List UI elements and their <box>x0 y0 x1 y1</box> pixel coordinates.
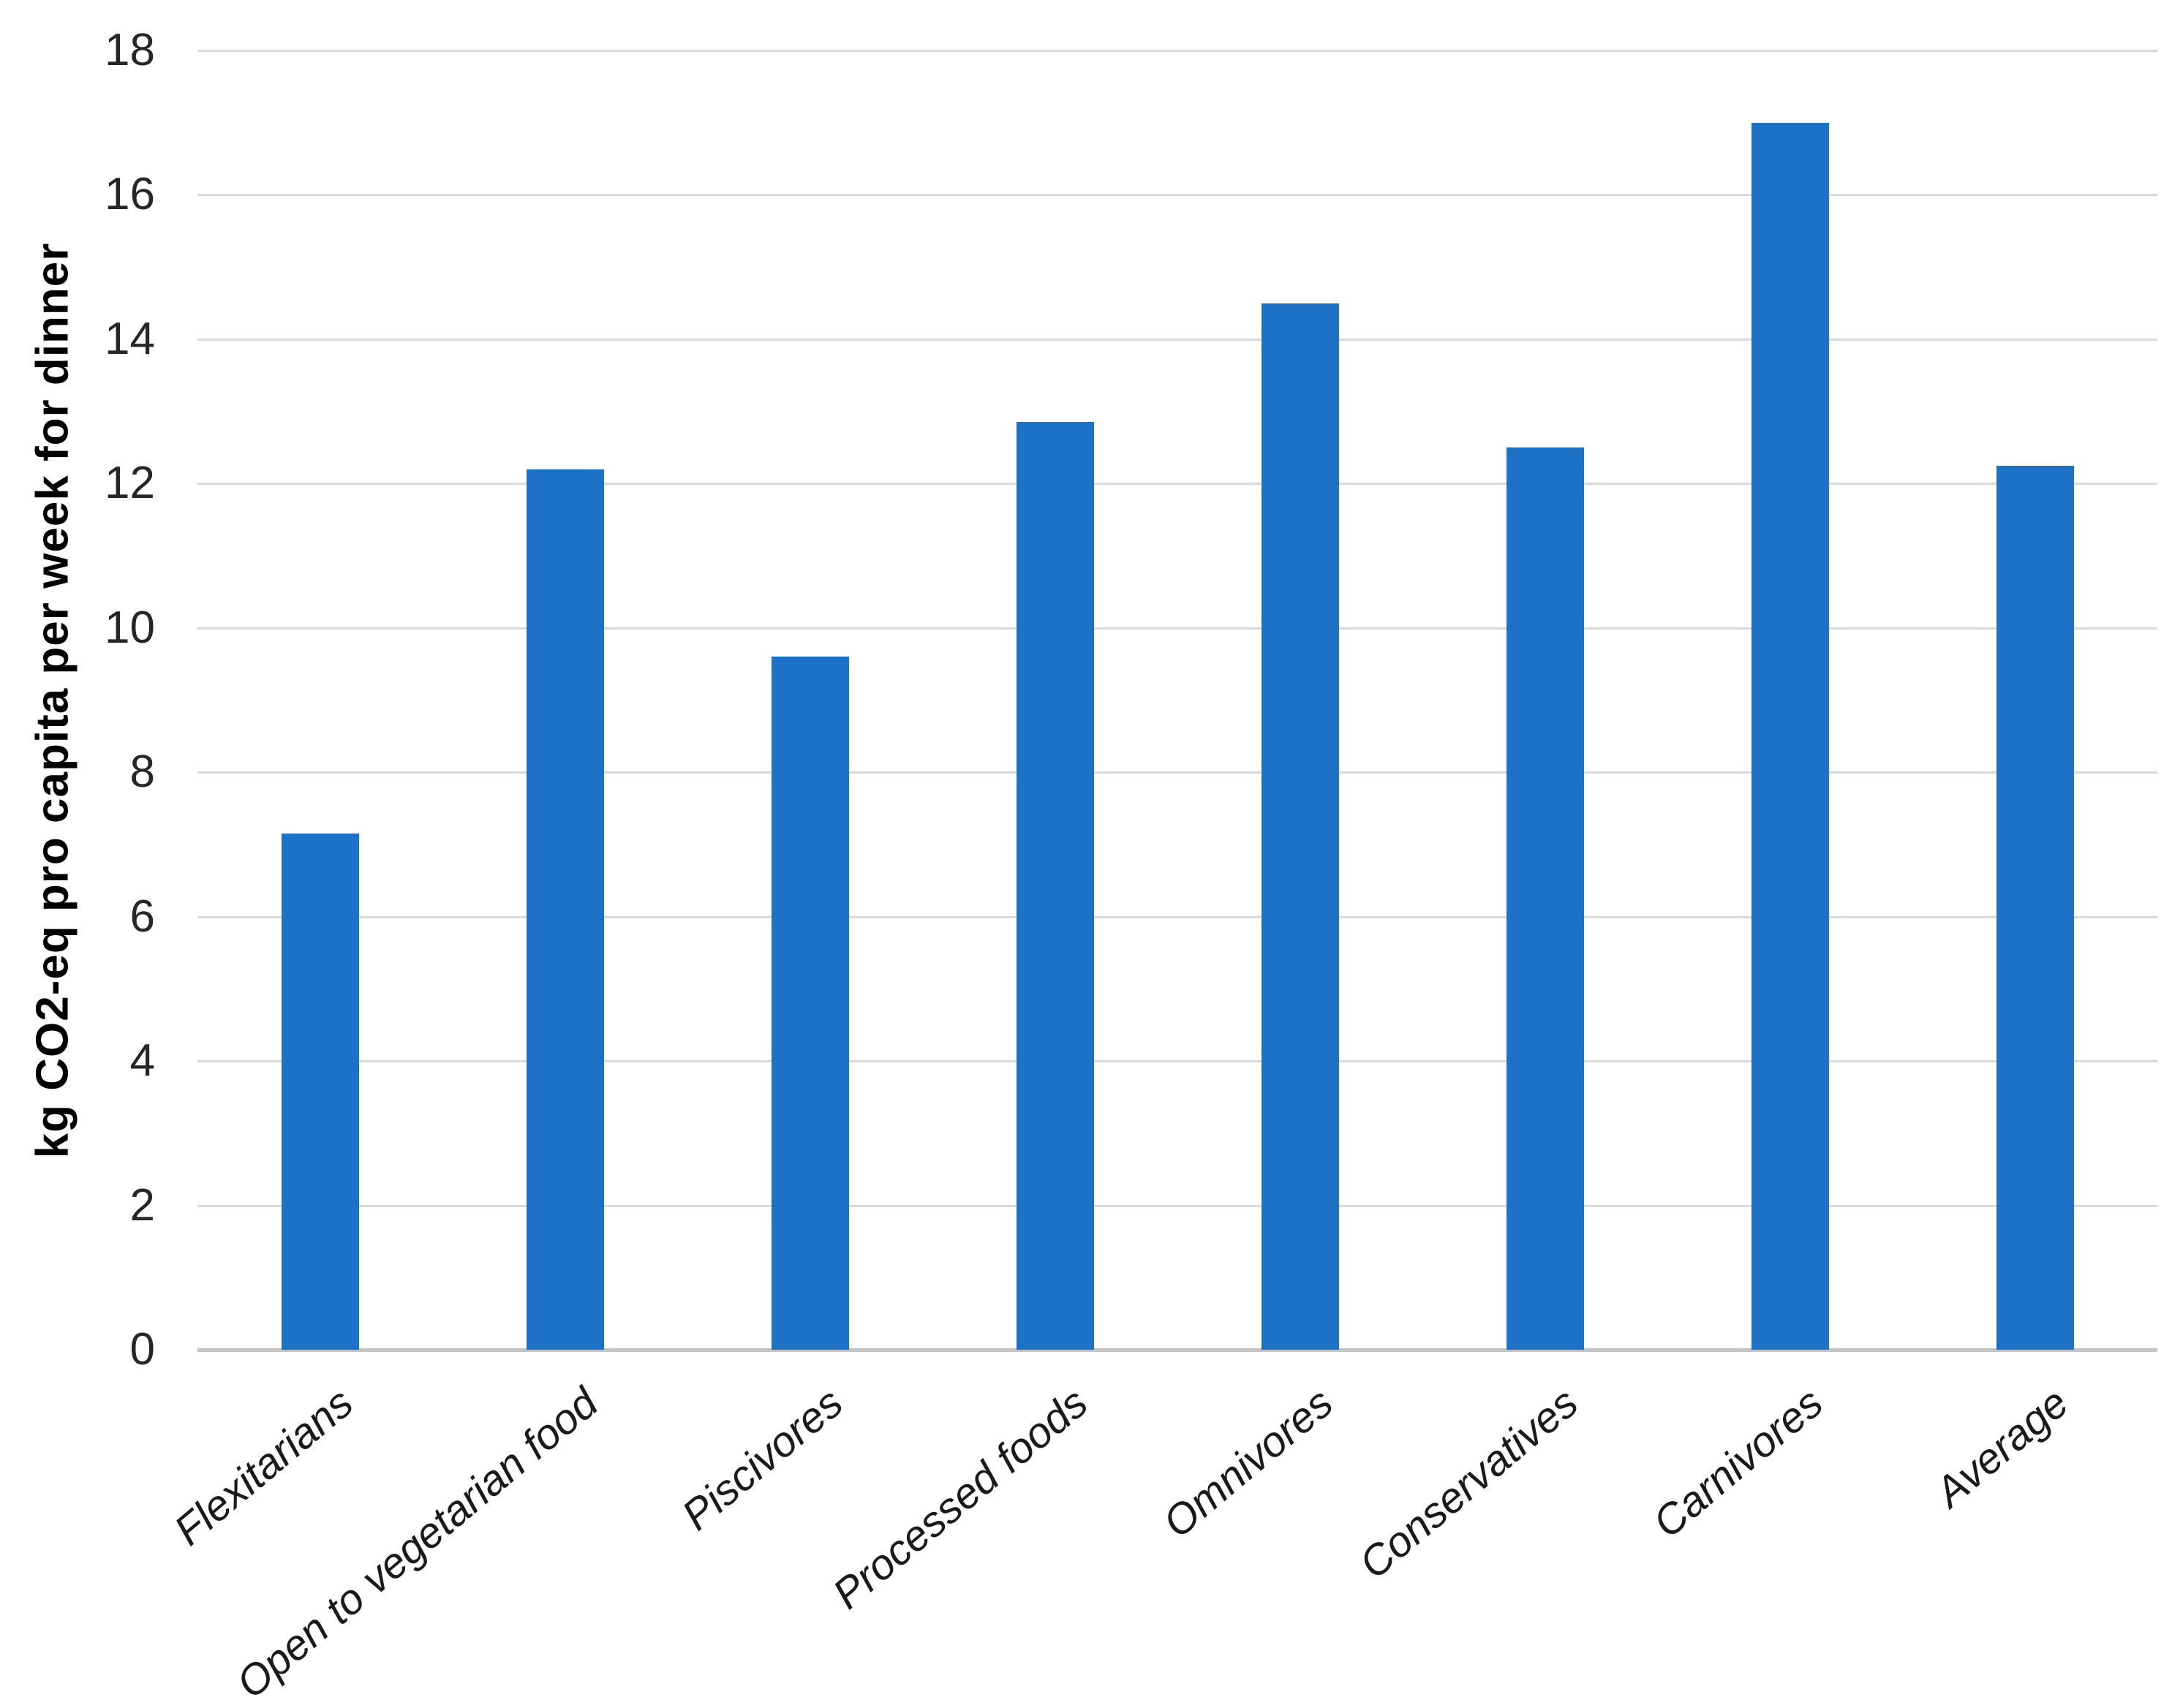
x-tick-label: Conservatives <box>1350 1378 1587 1588</box>
y-tick-label: 6 <box>129 891 155 942</box>
y-tick-label: 16 <box>105 169 155 220</box>
gridline <box>197 50 2157 52</box>
gridline <box>197 915 2157 918</box>
gridline <box>197 771 2157 774</box>
bar-processed-foods <box>1016 422 1094 1350</box>
y-tick-label: 12 <box>105 458 155 509</box>
gridline <box>197 194 2157 197</box>
x-axis-baseline <box>197 1348 2157 1352</box>
y-tick-label: 14 <box>105 313 155 364</box>
bar-omnivores <box>1261 303 1339 1350</box>
x-tick-label: Flexitarians <box>165 1378 362 1555</box>
y-tick-label: 18 <box>105 25 155 75</box>
y-tick-label: 2 <box>129 1179 155 1231</box>
y-tick-label: 10 <box>105 602 155 653</box>
x-tick-label: Piscivores <box>673 1378 852 1540</box>
y-tick-label: 4 <box>129 1035 155 1087</box>
gridline <box>197 1204 2157 1207</box>
gridline <box>197 483 2157 485</box>
bar-open-to-vegetarian-food <box>526 469 604 1350</box>
bar-piscivores <box>771 657 849 1350</box>
y-axis-title: kg CO2-eq pro capita per week for dinner <box>27 242 78 1159</box>
gridline <box>197 627 2157 630</box>
bar-carnivores <box>1751 122 1829 1350</box>
y-tick-label: 0 <box>129 1324 155 1375</box>
bar-flexitarians <box>281 834 359 1350</box>
x-tick-label: Processed foods <box>824 1378 1097 1619</box>
y-tick-label: 8 <box>129 747 155 798</box>
x-tick-label: Carnivores <box>1644 1378 1832 1547</box>
gridline <box>197 338 2157 341</box>
x-tick-label: Omnivores <box>1154 1378 1342 1547</box>
x-tick-label: Average <box>1926 1378 2077 1516</box>
bar-conservatives <box>1506 447 1584 1350</box>
bar-average <box>1996 465 2074 1350</box>
gridline <box>197 1060 2157 1063</box>
